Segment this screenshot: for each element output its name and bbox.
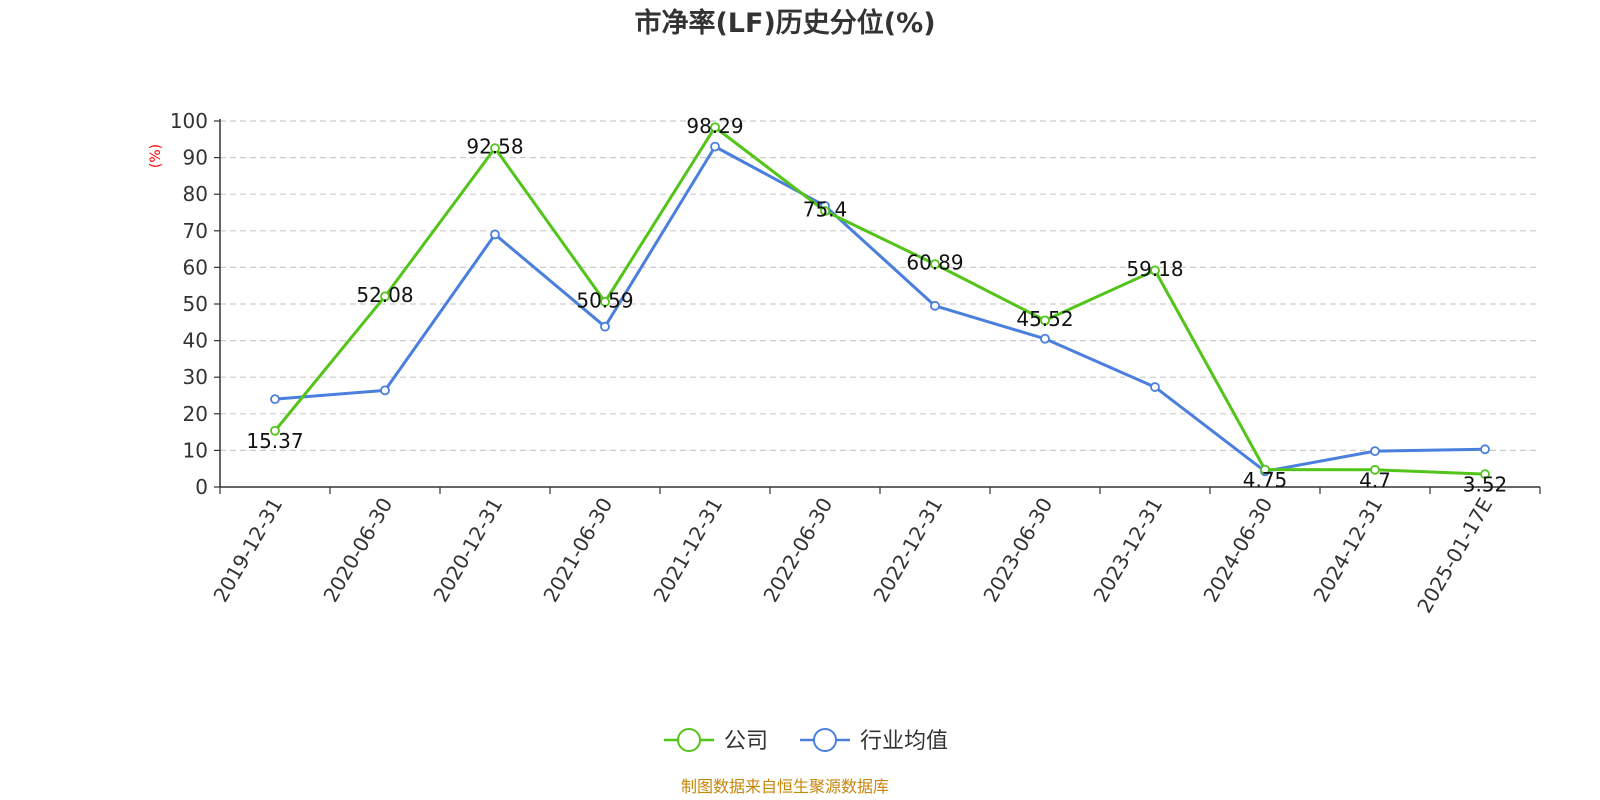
data-point <box>930 300 940 311</box>
data-label: 4.75 <box>1243 468 1288 492</box>
data-label: 50.59 <box>576 288 633 312</box>
data-label: 75.4 <box>803 198 848 222</box>
data-point <box>1370 446 1380 457</box>
data-point <box>380 385 390 396</box>
x-tick-label: 2022-06-30 <box>758 494 837 607</box>
data-label: 45.52 <box>1016 307 1073 331</box>
data-point <box>1150 265 1160 276</box>
data-label: 3.52 <box>1463 473 1508 497</box>
series-group <box>270 122 1490 480</box>
x-tick-label: 2024-06-30 <box>1198 494 1277 607</box>
series-line <box>273 125 1486 476</box>
legend-label: 公司 <box>724 729 768 754</box>
x-tick-label: 2025-01-17E <box>1412 494 1497 618</box>
x-tick-label: 2024-12-31 <box>1308 494 1387 607</box>
y-tick-label: 0 <box>195 475 208 499</box>
data-point <box>1480 469 1490 480</box>
x-tick-label: 2020-12-31 <box>428 494 507 607</box>
chart-title: 市净率(LF)历史分位(%) <box>634 7 935 39</box>
data-label: 59.18 <box>1126 257 1183 281</box>
y-tick-label: 30 <box>183 365 208 389</box>
data-point <box>710 122 720 133</box>
data-point <box>1260 464 1270 475</box>
data-point <box>1040 315 1050 326</box>
legend-marker <box>813 728 837 752</box>
data-point <box>1480 444 1490 455</box>
x-tick-label: 2022-12-31 <box>868 494 947 607</box>
y-tick-label: 70 <box>183 219 208 243</box>
data-point <box>380 291 390 302</box>
data-label: 98.29 <box>686 114 743 138</box>
data-point <box>930 259 940 270</box>
data-point <box>820 206 830 216</box>
y-tick-label: 90 <box>183 146 208 170</box>
x-tick-label: 2023-06-30 <box>978 494 1057 607</box>
legend[interactable]: 公司 行业均值 <box>664 728 948 754</box>
y-tick-label: 60 <box>183 255 208 279</box>
data-point <box>270 394 280 405</box>
series-line <box>274 145 1486 473</box>
data-point <box>1150 382 1160 392</box>
data-labels: 15.37 52.08 92.58 50.59 98.29 75.4 60.89 45.52 5… <box>246 114 1507 497</box>
data-point <box>710 141 720 152</box>
y-tick-labels: 0 10 20 30 40 50 60 70 80 90 100 <box>170 109 208 499</box>
data-point <box>1040 333 1050 344</box>
x-tick-label: 2021-06-30 <box>538 494 617 607</box>
source-note: 制图数据来自恒生聚源数据库 <box>681 777 889 796</box>
x-tick-label: 2023-12-31 <box>1088 494 1167 607</box>
axes <box>214 119 1541 494</box>
data-point <box>600 321 610 332</box>
y-tick-label: 10 <box>183 438 208 462</box>
x-tick-label: 2020-06-30 <box>318 494 397 607</box>
y-tick-label: 80 <box>183 182 208 206</box>
y-tick-label: 20 <box>183 402 208 426</box>
data-point <box>490 229 500 240</box>
legend-marker <box>677 728 701 752</box>
grid-lines <box>220 120 1540 451</box>
x-tick-label: 2019-12-31 <box>208 494 287 607</box>
x-tick-label: 2021-12-31 <box>648 494 727 607</box>
data-label: 52.08 <box>356 283 413 307</box>
data-point <box>490 143 500 154</box>
data-label: 15.37 <box>246 429 303 453</box>
y-axis-label: (%) <box>148 144 164 168</box>
y-tick-label: 100 <box>170 109 208 133</box>
y-tick-label: 50 <box>183 292 208 316</box>
legend-label: 行业均值 <box>860 729 948 754</box>
data-point <box>600 296 610 307</box>
data-label: 92.58 <box>466 135 523 159</box>
y-tick-label: 40 <box>183 329 208 353</box>
x-tick-labels: 2019-12-31 2020-06-30 2020-12-31 2021-06-30… <box>208 494 1497 618</box>
data-point <box>270 425 280 436</box>
data-label: 60.89 <box>906 251 963 275</box>
data-point <box>1370 464 1380 475</box>
data-label: 4.7 <box>1359 468 1391 492</box>
